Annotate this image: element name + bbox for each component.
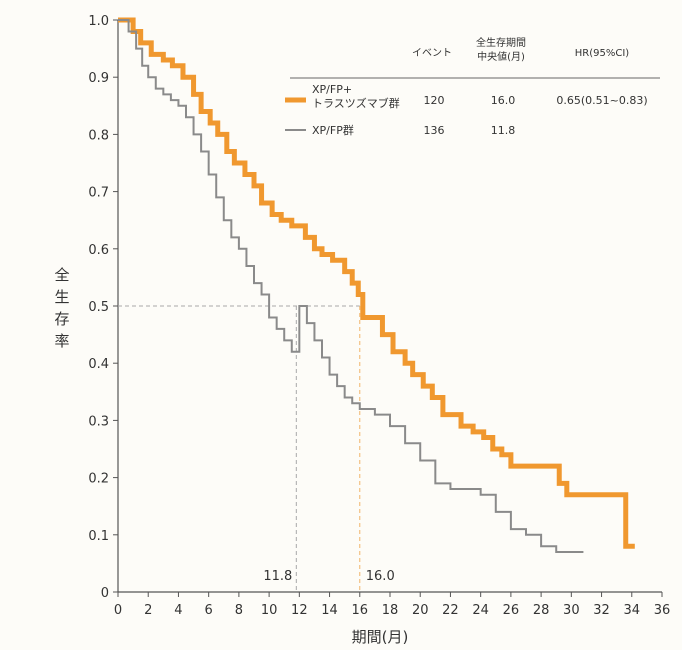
x-tick-label: 8 bbox=[235, 603, 243, 618]
legend-events: 120 bbox=[424, 94, 445, 107]
x-tick-label: 22 bbox=[442, 603, 459, 618]
series-line-1 bbox=[118, 17, 635, 549]
y-tick-label: 0.7 bbox=[88, 186, 109, 201]
x-tick-label: 14 bbox=[321, 603, 338, 618]
y-tick-label: 0 bbox=[101, 586, 109, 601]
x-tick-label: 6 bbox=[205, 603, 213, 618]
y-tick-label: 0.4 bbox=[88, 357, 109, 372]
x-tick-label: 20 bbox=[412, 603, 429, 618]
y-axis-title-char: 全 bbox=[54, 266, 69, 284]
legend-events: 136 bbox=[424, 124, 445, 137]
x-tick-label: 32 bbox=[593, 603, 610, 618]
x-tick-label: 18 bbox=[382, 603, 399, 618]
legend-header: 全生存期間 bbox=[476, 36, 526, 49]
legend-hr: 0.65(0.51~0.83) bbox=[556, 94, 647, 107]
x-tick-label: 36 bbox=[654, 603, 671, 618]
legend-label: XP/FP+ bbox=[312, 83, 352, 96]
x-tick-label: 16 bbox=[352, 603, 369, 618]
x-tick-label: 28 bbox=[533, 603, 550, 618]
x-tick-label: 4 bbox=[174, 603, 182, 618]
x-tick-label: 34 bbox=[624, 603, 641, 618]
legend-header: HR(95%CI) bbox=[575, 48, 630, 59]
median-ref-label: 11.8 bbox=[263, 569, 292, 584]
y-tick-label: 0.8 bbox=[88, 128, 109, 143]
legend-median: 16.0 bbox=[491, 94, 516, 107]
legend-header: 中央値(月) bbox=[477, 50, 525, 63]
y-tick-label: 0.1 bbox=[88, 529, 109, 544]
legend-label: XP/FP群 bbox=[312, 123, 354, 137]
y-tick-label: 0.9 bbox=[88, 71, 109, 86]
y-tick-label: 0.2 bbox=[88, 472, 109, 487]
x-tick-label: 10 bbox=[261, 603, 278, 618]
y-tick-label: 1.0 bbox=[88, 14, 109, 29]
y-tick-label: 0.3 bbox=[88, 414, 109, 429]
y-tick-label: 0.5 bbox=[88, 300, 109, 315]
x-tick-label: 12 bbox=[291, 603, 308, 618]
x-tick-label: 2 bbox=[144, 603, 152, 618]
series-layer bbox=[118, 17, 635, 553]
x-tick-label: 0 bbox=[114, 603, 122, 618]
legend-label: トラスツズマブ群 bbox=[312, 96, 400, 110]
legend-header: イベント bbox=[412, 47, 452, 59]
axes: 00.10.20.30.40.50.60.70.80.91.00 2 4 6 8 10 12… bbox=[88, 14, 670, 618]
median-ref-label: 16.0 bbox=[366, 569, 395, 584]
series-line-2 bbox=[118, 19, 584, 553]
x-axis-title: 期間(月) bbox=[352, 628, 409, 646]
legend-median: 11.8 bbox=[491, 124, 516, 137]
y-axis-title-char: 生 bbox=[54, 288, 69, 306]
reference-lines: 11.8 16.0 bbox=[118, 305, 395, 592]
x-tick-label: 26 bbox=[503, 603, 520, 618]
x-tick-label: 30 bbox=[563, 603, 580, 618]
y-tick-label: 0.6 bbox=[88, 243, 109, 258]
y-axis-title-char: 率 bbox=[54, 332, 69, 350]
y-axis-title-char: 存 bbox=[54, 310, 69, 328]
x-tick-label: 24 bbox=[472, 603, 489, 618]
